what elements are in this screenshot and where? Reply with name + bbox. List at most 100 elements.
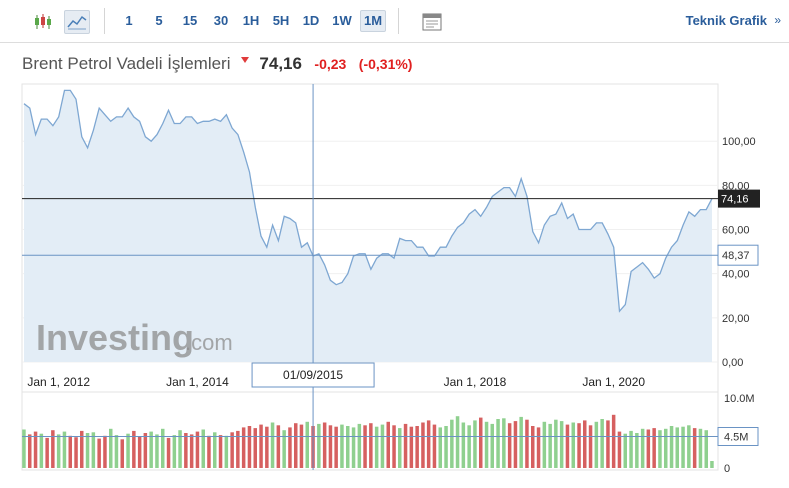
volume-bar bbox=[629, 430, 633, 468]
volume-bar bbox=[704, 430, 708, 468]
y-tick-label: 0,00 bbox=[722, 357, 743, 369]
volume-bar bbox=[588, 425, 593, 468]
y-tick-label: 80,00 bbox=[722, 180, 750, 192]
volume-bar bbox=[380, 424, 385, 468]
volume-bar bbox=[617, 431, 622, 468]
volume-bar bbox=[195, 431, 200, 468]
volume-bar bbox=[340, 424, 344, 468]
volume-bar bbox=[120, 439, 124, 468]
volume-bar bbox=[114, 435, 119, 468]
volume-crosshair-box bbox=[717, 427, 759, 446]
volume-bar bbox=[421, 422, 425, 468]
volume-bar bbox=[137, 436, 142, 468]
volume-bar bbox=[398, 428, 402, 468]
volume-bar bbox=[450, 419, 454, 468]
volume-bar bbox=[681, 426, 685, 468]
volume-bar bbox=[710, 461, 714, 468]
volume-bar bbox=[247, 426, 252, 468]
volume-bar bbox=[484, 421, 489, 468]
volume-bar bbox=[698, 428, 703, 468]
volume-bar bbox=[259, 424, 263, 468]
volume-bar bbox=[675, 427, 679, 468]
chart-toolbar: 1 5 15 30 1H 5H 1D 1W 1M Teknik Grafik » bbox=[0, 0, 789, 43]
volume-bar bbox=[357, 423, 362, 468]
volume-bar bbox=[473, 420, 477, 468]
volume-bar bbox=[565, 424, 570, 468]
x-tick-label: Jan 1, 2020 bbox=[582, 375, 645, 389]
volume-bar bbox=[288, 427, 292, 468]
timeframe-1d[interactable]: 1D bbox=[302, 13, 320, 28]
volume-bar bbox=[328, 425, 333, 468]
timeframe-1h[interactable]: 1H bbox=[242, 13, 260, 28]
volume-tick-label: 10.0M bbox=[724, 393, 755, 405]
volume-bar bbox=[299, 424, 304, 468]
volume-bar bbox=[392, 425, 396, 468]
timeframe-30[interactable]: 30 bbox=[213, 13, 229, 28]
volume-bar bbox=[444, 426, 448, 468]
timeframe-1w[interactable]: 1W bbox=[332, 13, 352, 28]
last-price-tag bbox=[718, 189, 760, 208]
volume-bar bbox=[334, 426, 338, 468]
volume-bar bbox=[496, 419, 500, 468]
volume-bar bbox=[265, 426, 269, 468]
volume-bar bbox=[322, 422, 327, 468]
volume-bar bbox=[658, 430, 662, 468]
volume-bar bbox=[97, 438, 101, 468]
volume-bar bbox=[276, 425, 281, 468]
indicators-icon[interactable] bbox=[419, 10, 445, 34]
volume-bar bbox=[39, 433, 44, 468]
volume-bar bbox=[155, 434, 159, 468]
volume-bar bbox=[253, 428, 257, 468]
timeframe-1m[interactable]: 1M bbox=[360, 10, 386, 32]
volume-bar bbox=[363, 425, 367, 468]
volume-bar bbox=[623, 433, 627, 468]
volume-bar bbox=[374, 426, 379, 468]
volume-bar bbox=[351, 427, 356, 468]
timeframe-5h[interactable]: 5H bbox=[272, 13, 290, 28]
volume-bar bbox=[149, 431, 153, 468]
volume-bar bbox=[461, 422, 466, 468]
timeframe-1[interactable]: 1 bbox=[125, 13, 133, 28]
watermark-brand: Investing bbox=[36, 317, 194, 358]
volume-bar bbox=[28, 434, 32, 468]
volume-bar bbox=[548, 423, 552, 468]
volume-bar bbox=[317, 423, 321, 468]
toolbar-divider bbox=[398, 8, 399, 34]
volume-bar bbox=[554, 419, 558, 468]
timeframe-5[interactable]: 5 bbox=[155, 13, 163, 28]
volume-bar bbox=[519, 416, 523, 468]
volume-bar bbox=[403, 423, 408, 468]
volume-bar bbox=[687, 425, 691, 468]
y-tick-label: 60,00 bbox=[722, 225, 750, 237]
volume-bar bbox=[507, 423, 512, 468]
volume-bar bbox=[559, 421, 564, 468]
timeframe-15[interactable]: 15 bbox=[182, 13, 198, 28]
volume-bar bbox=[56, 434, 61, 468]
y-tick-label: 20,00 bbox=[722, 313, 750, 325]
volume-bar bbox=[22, 429, 26, 468]
down-arrow-icon bbox=[240, 57, 249, 63]
instrument-header: Brent Petrol Vadeli İşlemleri 74,16 -0,2… bbox=[22, 54, 420, 78]
area-chart-icon[interactable] bbox=[64, 10, 90, 34]
volume-bar bbox=[270, 422, 275, 468]
last-price: 74,16 bbox=[259, 54, 302, 73]
technical-chart-link[interactable]: Teknik Grafik bbox=[685, 13, 767, 28]
volume-bar bbox=[692, 428, 697, 468]
volume-bar bbox=[218, 435, 223, 468]
volume-bar bbox=[490, 423, 494, 468]
volume-bar bbox=[305, 421, 309, 468]
volume-bar bbox=[525, 419, 529, 468]
volume-bar bbox=[80, 430, 84, 468]
volume-bar bbox=[143, 433, 148, 468]
volume-bar bbox=[467, 425, 471, 468]
price-change-pct: (-0,31%) bbox=[358, 56, 413, 72]
volume-bar bbox=[611, 414, 616, 468]
candlestick-icon[interactable] bbox=[30, 10, 56, 34]
crosshair-date-label: 01/09/2015 bbox=[283, 368, 343, 382]
chevron-right-icon[interactable]: » bbox=[774, 13, 781, 27]
volume-bar bbox=[294, 423, 298, 468]
volume-bar bbox=[664, 428, 668, 468]
last-price-tag-label: 74,16 bbox=[721, 194, 749, 206]
volume-bar bbox=[386, 421, 390, 468]
